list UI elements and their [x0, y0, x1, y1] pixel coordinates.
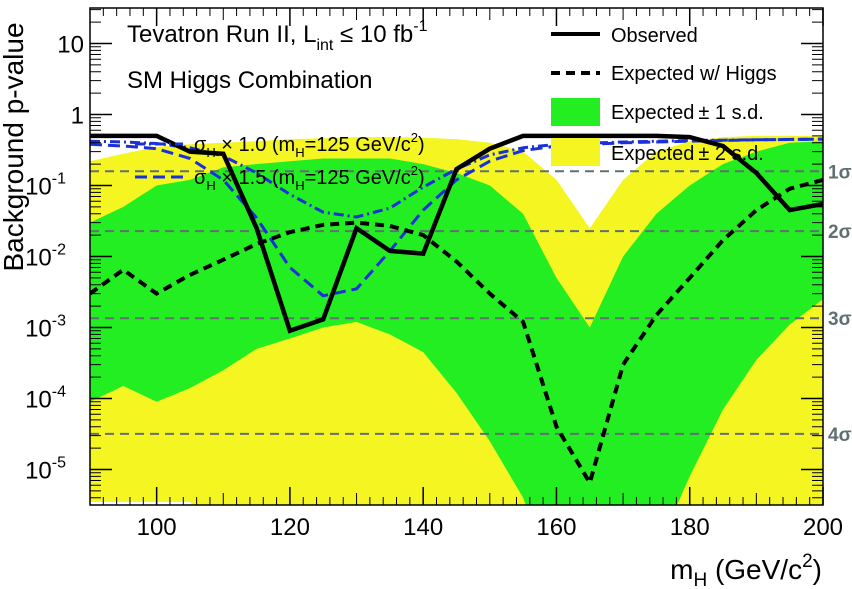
legend-label-sigma-1-0: σH × 1.0 (mH=125 GeV/c2) — [194, 130, 425, 160]
y-axis-title: Background p-value — [0, 22, 29, 271]
legend-swatch-band2 — [551, 138, 600, 166]
axes: 10310210110-110-210-310-410-510012014016… — [25, 8, 843, 541]
signal-legend: σH × 1.0 (mH=125 GeV/c2) σH × 1.5 (mH=12… — [135, 130, 425, 193]
y-tick-label: 10-2 — [25, 242, 66, 272]
sigma-label-1: 1σ — [828, 162, 852, 183]
legend-label-band2: Expected ± 2 s.d. — [611, 143, 764, 165]
x-tick-label: 140 — [403, 514, 443, 541]
main-legend: Observed Expected w/ Higgs Expected ± 1 s… — [551, 25, 777, 166]
curves — [90, 133, 823, 488]
x-tick-label: 100 — [137, 514, 177, 541]
x-axis-title: mH (GeV/c2) — [670, 551, 822, 589]
observed-line — [90, 133, 823, 334]
x-tick-label: 200 — [803, 514, 843, 541]
y-tick-label: 10-3 — [25, 313, 66, 343]
sigma-label-3: 3σ — [828, 309, 852, 330]
legend-label-observed: Observed — [611, 25, 698, 47]
y-tick-label: 10-1 — [25, 171, 66, 201]
chart-title: Tevatron Run II, Lint ≤ 10 fb-1 — [127, 18, 428, 54]
expected-line — [90, 177, 823, 488]
x-tick-label: 160 — [536, 514, 576, 541]
sigma-label-2: 2σ — [828, 222, 852, 243]
legend-label-sigma-1-5: σH × 1.5 (mH=125 GeV/c2) — [194, 163, 425, 193]
sigma-label-4: 4σ — [828, 425, 852, 446]
y-tick-label: 1 — [71, 103, 84, 130]
y-tick-label: 10 — [57, 32, 84, 59]
legend-swatch-band1 — [551, 98, 600, 126]
x-tick-label: 180 — [670, 514, 710, 541]
chart-subtitle: SM Higgs Combination — [127, 67, 372, 94]
legend-label-expected: Expected w/ Higgs — [611, 63, 777, 85]
x-tick-label: 120 — [270, 514, 310, 541]
y-tick-label: 10-5 — [25, 455, 66, 485]
y-tick-label: 10-4 — [25, 384, 66, 414]
legend-label-band1: Expected ± 1 s.d. — [611, 102, 764, 124]
plot-frame — [89, 7, 824, 506]
